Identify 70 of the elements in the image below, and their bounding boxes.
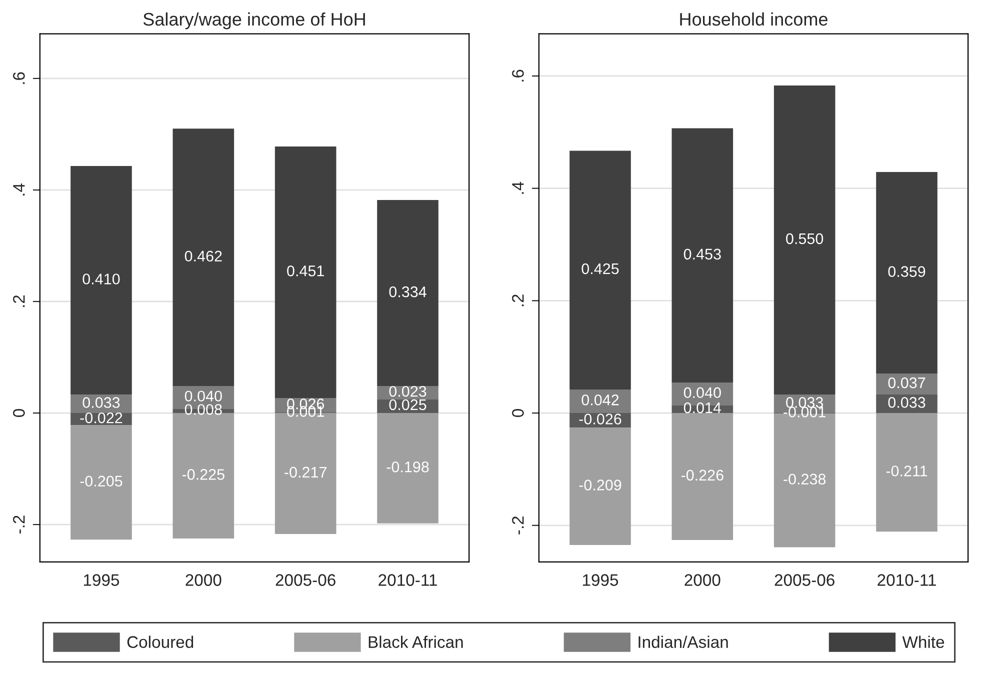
x-tick-label: 2000: [186, 574, 222, 586]
bar: [274, 146, 336, 398]
data-label: 0.033: [888, 397, 926, 408]
x-tick-label: 1995: [582, 574, 618, 586]
bar: [570, 389, 631, 414]
y-tick-label: -.2: [13, 516, 25, 534]
x-tick-label: 2010-11: [878, 574, 936, 586]
bar: [672, 413, 734, 540]
x-tick-label: 2005-06: [774, 574, 834, 586]
y-tick-label: .2: [512, 294, 524, 306]
data-label: 0.550: [786, 233, 824, 244]
data-label: 0.023: [389, 386, 426, 397]
data-label: 0.008: [184, 404, 222, 415]
bar: [172, 128, 234, 386]
data-label: 0.040: [184, 390, 222, 402]
data-label: -0.217: [284, 466, 326, 478]
data-label: 0.037: [888, 377, 926, 388]
data-label: 0.453: [684, 248, 721, 260]
data-label: 0.042: [582, 394, 619, 406]
data-label: -0.209: [579, 480, 622, 490]
data-label: 0.025: [389, 399, 426, 410]
data-label: 0.410: [82, 274, 120, 284]
bar: [377, 413, 438, 524]
data-label: 0.334: [389, 286, 426, 298]
y-tick-label: .2: [13, 295, 25, 307]
y-tick-label: 0: [13, 409, 25, 418]
legend-label: Black African: [368, 636, 463, 648]
bar: [876, 374, 938, 395]
bar: [672, 128, 734, 383]
chart-title: Salary/wage income of HoH: [143, 12, 365, 30]
data-label: -0.022: [80, 412, 122, 424]
data-label: -0.211: [886, 466, 928, 476]
data-label: -0.238: [784, 474, 826, 485]
bar: [70, 166, 132, 395]
legend-label: Indian/Asian: [638, 636, 728, 648]
y-tick-label: .4: [512, 182, 524, 194]
bar: [570, 428, 631, 546]
data-label: 0.014: [684, 402, 722, 414]
data-label: -0.205: [80, 476, 122, 487]
data-label: -0.198: [386, 462, 429, 472]
bar: [876, 413, 938, 532]
data-label: -0.026: [579, 414, 622, 424]
bar: [774, 86, 836, 395]
bar: [876, 172, 938, 374]
chart-title: Household income: [680, 12, 828, 26]
y-tick-label: .6: [13, 72, 25, 84]
x-tick-label: 2010-11: [378, 574, 437, 586]
bar: [70, 425, 132, 540]
data-label: 0.040: [684, 387, 721, 398]
y-tick-label: .6: [512, 70, 524, 82]
data-label: 0.425: [582, 263, 619, 274]
y-tick-label: .4: [13, 184, 25, 196]
bar: [172, 413, 234, 538]
y-tick-label: 0: [512, 409, 524, 418]
data-label: -0.226: [681, 470, 724, 481]
data-label: 0.359: [888, 266, 926, 277]
legend-label: Coloured: [127, 636, 194, 648]
data-label: -0.225: [182, 469, 224, 480]
x-tick-label: 2000: [684, 574, 720, 586]
data-label: 0.451: [287, 266, 324, 276]
bar: [377, 200, 438, 386]
data-label: 0.033: [786, 397, 824, 408]
data-label: -0.001: [784, 406, 826, 418]
x-tick-label: 2005-06: [276, 574, 336, 586]
data-label: 0.462: [184, 250, 222, 262]
x-tick-label: 1995: [84, 574, 120, 586]
y-tick-label: -.2: [512, 516, 524, 534]
data-label: 0.033: [82, 397, 120, 408]
legend-label: White: [902, 636, 944, 648]
bar: [570, 150, 631, 390]
